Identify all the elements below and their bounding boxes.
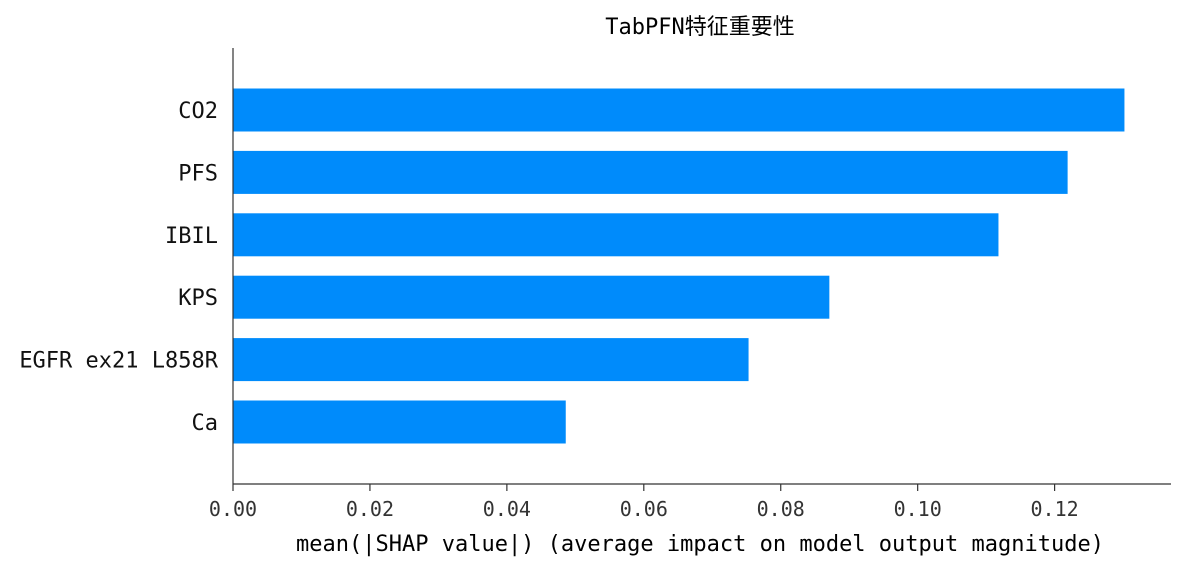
- category-label: Ca: [192, 411, 219, 436]
- x-axis-label: mean(|SHAP value|) (average impact on mo…: [296, 532, 1104, 557]
- x-ticks: 0.00 0.02 0.04 0.06 0.08 0.10 0.12: [209, 484, 1079, 521]
- x-tick-label: 0.00: [209, 497, 257, 521]
- category-label: CO2: [178, 99, 218, 124]
- bar-kps: [233, 275, 830, 319]
- category-label: KPS: [178, 286, 218, 311]
- bars-group: [233, 88, 1125, 444]
- x-tick-label: 0.12: [1031, 497, 1079, 521]
- x-tick-label: 0.10: [894, 497, 942, 521]
- bar-ca: [233, 400, 566, 444]
- bar-co2: [233, 88, 1125, 132]
- bar-ibil: [233, 213, 999, 257]
- category-label: IBIL: [165, 224, 218, 249]
- x-tick-label: 0.06: [620, 497, 668, 521]
- x-tick-label: 0.04: [483, 497, 531, 521]
- category-label: EGFR ex21 L858R: [19, 349, 218, 374]
- chart-title: TabPFN特征重要性: [605, 15, 794, 40]
- category-labels: CO2 PFS IBIL KPS EGFR ex21 L858R Ca: [19, 99, 218, 436]
- x-tick-label: 0.08: [757, 497, 805, 521]
- category-label: PFS: [178, 161, 218, 186]
- bar-egfr-ex21-l858r: [233, 338, 749, 382]
- bar-pfs: [233, 150, 1068, 194]
- x-tick-label: 0.02: [346, 497, 394, 521]
